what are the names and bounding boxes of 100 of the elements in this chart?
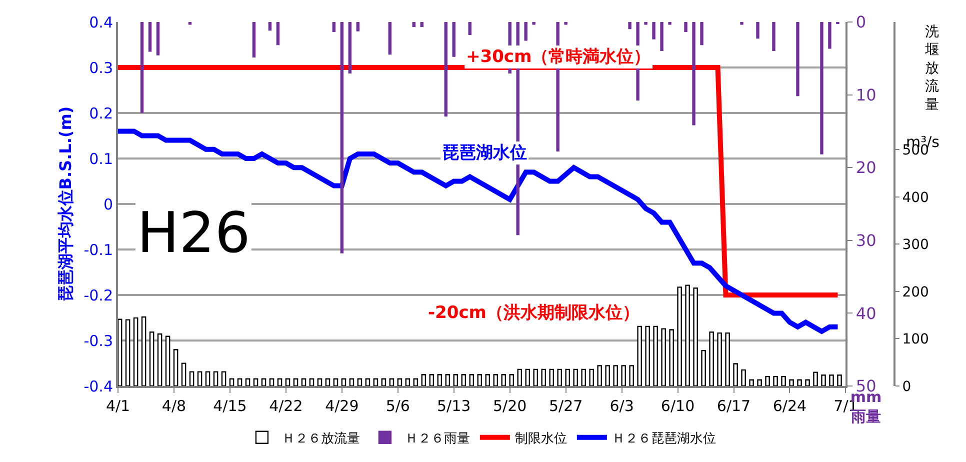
y3-tick-label: 100 <box>902 332 929 348</box>
bar <box>125 319 130 386</box>
bar <box>644 22 648 25</box>
bar <box>797 379 802 386</box>
bar <box>653 326 658 386</box>
bar <box>173 349 178 386</box>
bar <box>660 22 664 51</box>
bar <box>668 22 672 25</box>
x-tick-label: 5/13 <box>437 397 471 415</box>
bar <box>477 374 482 386</box>
bar <box>820 22 824 154</box>
x-tick-label: 5/6 <box>386 397 410 415</box>
bar <box>749 379 754 386</box>
bar <box>493 374 498 386</box>
bar <box>349 378 354 386</box>
bar <box>813 372 818 386</box>
y-tick-label: -0.3 <box>84 332 113 350</box>
bar <box>317 378 322 386</box>
bar <box>452 22 456 57</box>
bar <box>605 365 610 386</box>
bar <box>709 332 714 386</box>
bar <box>741 369 746 386</box>
bar <box>692 22 696 126</box>
x-tick-label: 4/22 <box>269 397 303 415</box>
bar <box>645 326 650 386</box>
bar <box>325 378 330 386</box>
bar <box>685 284 690 386</box>
bar <box>412 22 416 27</box>
bar <box>301 378 306 386</box>
bar <box>661 328 666 386</box>
bar <box>333 378 338 386</box>
bar <box>389 378 394 386</box>
y3-tick-label: 300 <box>902 237 929 254</box>
x-tick-label: 4/15 <box>213 397 247 415</box>
bar <box>829 374 834 386</box>
bar <box>461 374 466 386</box>
bar <box>589 368 594 386</box>
bar <box>733 363 738 386</box>
bar <box>565 368 570 386</box>
y-tick-label: 0.2 <box>89 104 113 122</box>
y-axis-title: 琵琶湖平均水位B.S.L.(m) <box>56 106 76 302</box>
bar <box>557 368 562 386</box>
bar <box>781 376 786 386</box>
x-tick-label: 6/24 <box>772 397 807 415</box>
x-tick-label: 4/8 <box>162 397 186 415</box>
bar <box>725 332 730 386</box>
y-tick-label: 0.1 <box>89 150 113 168</box>
bar <box>628 22 632 30</box>
bar <box>293 378 298 386</box>
bar <box>221 371 226 386</box>
y2-tick-label: 30 <box>856 231 876 250</box>
y-tick-label: -0.2 <box>84 286 113 304</box>
x-tick-label: 5/20 <box>492 397 527 415</box>
bar <box>157 333 162 386</box>
bar <box>444 22 448 117</box>
bar <box>268 22 272 31</box>
bar <box>525 368 530 386</box>
bar <box>437 374 442 386</box>
legend-label: 制限水位 <box>514 431 567 446</box>
bar <box>501 374 506 386</box>
bar <box>357 378 362 386</box>
bar <box>541 368 546 386</box>
bar <box>773 376 778 386</box>
bar <box>821 374 826 386</box>
bar <box>597 365 602 386</box>
annotation: H26 <box>137 201 250 266</box>
bar <box>717 332 722 386</box>
bar <box>677 286 682 386</box>
x-tick-label: 5/27 <box>548 397 583 415</box>
bar <box>765 376 770 386</box>
y2-tick-label: 10 <box>856 85 876 104</box>
annotation: +30cm（常時満水位） <box>466 47 651 67</box>
bar <box>669 329 674 386</box>
x-tick-label: 4/29 <box>325 397 359 415</box>
bar <box>253 378 258 386</box>
bar <box>365 378 370 386</box>
y-tick-label: 0.4 <box>89 13 113 32</box>
bar <box>285 378 290 386</box>
bar <box>701 350 706 386</box>
bar <box>149 332 154 386</box>
bar <box>277 378 282 386</box>
bar <box>637 326 642 386</box>
bar <box>237 378 242 386</box>
bar <box>613 365 618 386</box>
y2-tick-label: 40 <box>856 304 876 323</box>
bar <box>133 317 138 386</box>
bar <box>148 22 152 52</box>
bar <box>356 22 360 32</box>
bar <box>189 371 194 386</box>
x-tick-label: 6/17 <box>716 397 751 415</box>
bar <box>468 22 472 35</box>
bar <box>309 378 314 386</box>
y-tick-label: -0.1 <box>84 240 113 259</box>
bar <box>213 371 218 386</box>
bar <box>229 378 234 386</box>
bar <box>837 374 842 386</box>
bar <box>420 22 424 27</box>
bar <box>828 22 832 49</box>
bar <box>652 22 656 40</box>
bar <box>629 365 634 386</box>
